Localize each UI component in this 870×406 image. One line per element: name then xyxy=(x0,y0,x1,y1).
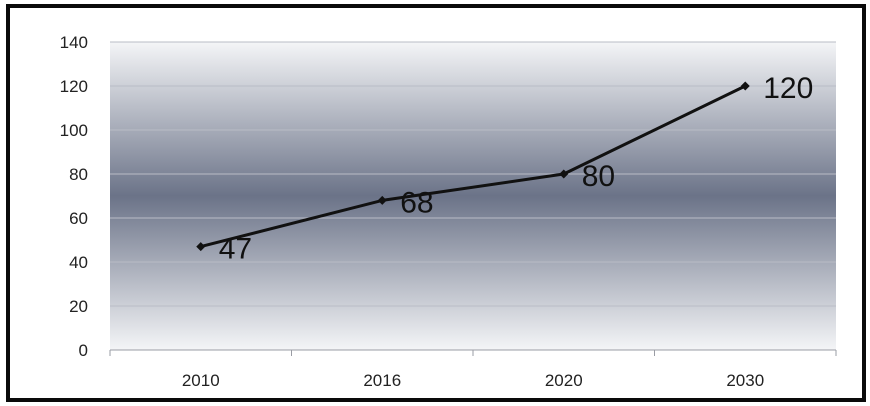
x-tick-label: 2020 xyxy=(545,371,583,390)
y-tick-label: 100 xyxy=(60,121,88,140)
y-tick-label: 120 xyxy=(60,77,88,96)
data-label: 68 xyxy=(400,186,433,219)
data-label: 120 xyxy=(763,72,813,105)
y-tick-label: 40 xyxy=(69,253,88,272)
y-tick-label: 60 xyxy=(69,209,88,228)
x-tick-label: 2016 xyxy=(363,371,401,390)
x-tick-label: 2010 xyxy=(182,371,220,390)
x-axis: 2010 2016 2020 2030 xyxy=(110,350,836,390)
plot-area xyxy=(110,42,836,350)
y-tick-label: 80 xyxy=(69,165,88,184)
line-chart: 0 20 40 60 80 100 120 140 2010 2016 2020 2030 47 68… xyxy=(10,8,862,398)
x-tick-label: 2030 xyxy=(726,371,764,390)
data-label: 47 xyxy=(219,233,252,266)
data-label: 80 xyxy=(582,160,615,193)
y-axis: 0 20 40 60 80 100 120 140 xyxy=(60,33,88,360)
y-tick-label: 140 xyxy=(60,33,88,52)
y-tick-label: 0 xyxy=(79,341,88,360)
y-tick-label: 20 xyxy=(69,297,88,316)
chart-frame: 0 20 40 60 80 100 120 140 2010 2016 2020 2030 47 68… xyxy=(6,4,866,402)
